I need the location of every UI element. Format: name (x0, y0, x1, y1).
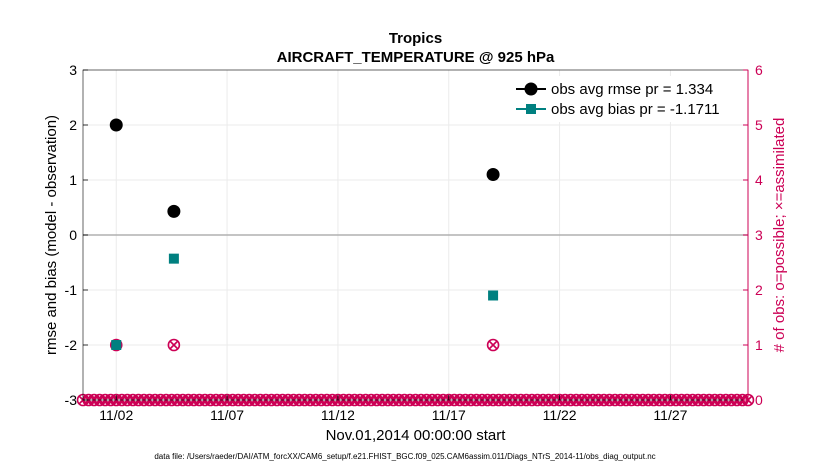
obs-possible-marker (109, 338, 123, 352)
obs-possible-marker (167, 338, 181, 352)
y-tick-label: 1 (69, 172, 77, 188)
y-axis-label: rmse and bias (model - observation) (43, 115, 60, 355)
y-tick-label: 0 (69, 227, 77, 243)
bias-point (168, 253, 179, 264)
legend-box (508, 76, 743, 122)
y-tick-label: -2 (65, 337, 78, 353)
y2-tick-label: 6 (755, 62, 763, 78)
y2-tick-label: 3 (755, 227, 763, 243)
x-tick-label: 11/07 (210, 407, 244, 423)
x-tick-label: 11/02 (99, 407, 133, 423)
obs-assimilated-marker (488, 340, 498, 350)
y-tick-label: 3 (69, 62, 77, 78)
y2-tick-label: 1 (755, 337, 763, 353)
rmse-point (486, 168, 500, 181)
legend: obs avg rmse pr = 1.334 obs avg bias pr … (508, 76, 743, 122)
axes: 3 2 1 0 -1 -2 -3 6 5 4 3 2 1 0 11/02 11/07 11/12 11/17 11/… (65, 62, 763, 423)
y-tick-label: 2 (69, 117, 77, 133)
y2-tick-label: 0 (755, 392, 763, 408)
y2-tick-label: 4 (755, 172, 763, 188)
legend-bias-label: obs avg bias pr = -1.1711 (551, 101, 720, 118)
bias-point (111, 340, 122, 350)
x-tick-label: 11/27 (653, 407, 687, 423)
data-file-note: data file: /Users/raeder/DAI/ATM_forcXX/… (154, 452, 655, 461)
legend-rmse-marker (524, 82, 538, 96)
obs-possible-marker (486, 338, 500, 352)
legend-rmse-label: obs avg rmse pr = 1.334 (551, 81, 713, 98)
y2-tick-label: 5 (755, 117, 763, 133)
rmse-point (167, 204, 181, 218)
y-tick-label: -3 (65, 392, 78, 408)
chart-title: Tropics (389, 30, 442, 47)
chart-subtitle: AIRCRAFT_TEMPERATURE @ 925 hPa (277, 49, 555, 66)
bias-point (488, 290, 499, 301)
y2-tick-label: 2 (755, 282, 763, 298)
rmse-point (109, 118, 123, 132)
obs-assimilated-marker (169, 340, 179, 350)
y2-axis-label: # of obs: o=possible; ×=assimilated (771, 118, 788, 353)
y-tick-label: -1 (65, 282, 78, 298)
x-tick-label: 11/17 (432, 407, 466, 423)
x-tick-label: 11/22 (543, 407, 577, 423)
legend-bias-marker (526, 104, 536, 114)
x-axis-label: Nov.01,2014 00:00:00 start (326, 427, 507, 444)
x-tick-label: 11/12 (321, 407, 355, 423)
